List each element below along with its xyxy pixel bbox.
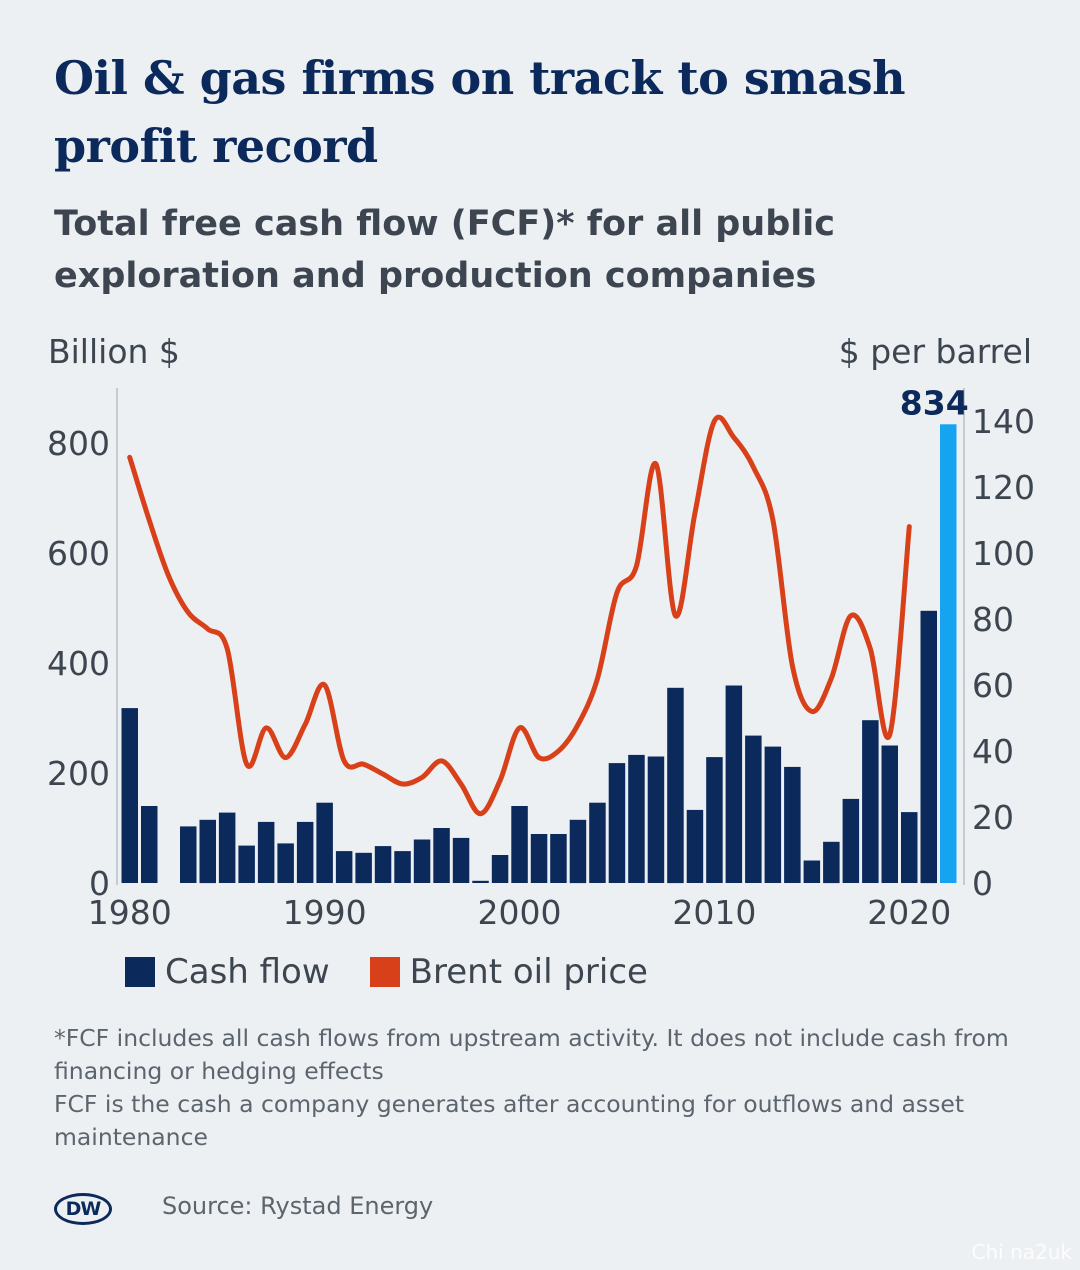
- right-axis-ticks: 0 20 40 60 80 100 120 140: [972, 402, 1035, 903]
- cash-flow-bar-2015: [803, 860, 821, 883]
- left-tick-200: 200: [47, 754, 110, 793]
- left-tick-800: 800: [47, 424, 110, 463]
- cash-flow-bar-2009: [686, 809, 704, 883]
- cash-flow-bar-2013: [764, 746, 782, 883]
- cash-flow-bar-2020: [901, 812, 918, 883]
- cash-flow-bar-2001: [530, 834, 548, 883]
- right-tick-140: 140: [972, 402, 1035, 441]
- cash-flow-bar-1985: [218, 812, 236, 883]
- right-axis-label: $ per barrel: [839, 332, 1032, 371]
- cash-flow-bar-2008: [667, 687, 684, 884]
- cash-flow-bar-1999: [491, 855, 509, 883]
- footnote-1: *FCF includes all cash flows from upstre…: [54, 1024, 1009, 1085]
- x-tick-1990: 1990: [283, 893, 367, 932]
- footnotes: *FCF includes all cash flows from upstre…: [54, 1022, 1014, 1154]
- cash-flow-bar-2006: [628, 754, 645, 883]
- cash-flow-bar-1995: [413, 839, 431, 883]
- cash-flow-bar-1984: [199, 819, 216, 884]
- brent-swatch: [369, 957, 400, 987]
- cash-flow-bar-1998: [472, 880, 489, 883]
- dw-logo: DW: [54, 1193, 112, 1225]
- legend-item-brent: Brent oil price: [369, 952, 648, 992]
- cash-flow-bar-1992: [355, 852, 372, 884]
- x-tick-1980: 1980: [88, 893, 172, 932]
- watermark: Chi na2uk: [971, 1240, 1072, 1264]
- cash-flow-bar-1990: [316, 802, 333, 883]
- right-tick-100: 100: [972, 534, 1035, 573]
- highlight-value-label: 834: [900, 383, 969, 422]
- left-tick-0: 0: [89, 864, 110, 903]
- legend: Cash flow Brent oil price: [125, 952, 688, 992]
- cash-flow-bar-2017: [842, 798, 860, 883]
- cash-flow-bar-1988: [277, 843, 294, 883]
- cash-flow-bar-2019: [881, 745, 898, 883]
- cash-flow-bar-2014: [784, 766, 801, 883]
- x-axis-ticks: 1980 1990 2000 2010 2020: [88, 893, 952, 932]
- right-tick-40: 40: [972, 732, 1014, 771]
- cash-flow-bar-1993: [374, 846, 392, 883]
- x-tick-2000: 2000: [478, 893, 562, 932]
- left-axis-ticks: 0 200 400 600 800: [47, 424, 110, 903]
- cash-flow-bar-2000: [511, 806, 528, 883]
- x-tick-2020: 2020: [867, 893, 951, 932]
- right-tick-0: 0: [972, 864, 993, 903]
- cash-flow-bar-1983: [180, 826, 197, 883]
- cash-flow-bar-2003: [569, 819, 587, 884]
- cash-flow-bar-2007: [647, 756, 665, 883]
- cash-flow-swatch: [125, 957, 155, 987]
- legend-label-brent: Brent oil price: [409, 952, 648, 992]
- cash-flow-bars: [121, 424, 957, 884]
- cash-flow-bar-2010: [706, 757, 723, 883]
- cash-flow-bar-2022: [940, 424, 957, 883]
- cash-flow-bar-1989: [296, 821, 314, 883]
- cash-flow-bar-2005: [608, 763, 626, 883]
- cash-flow-bar-1980: [121, 708, 138, 883]
- cash-flow-bar-2002: [550, 834, 567, 883]
- cash-flow-bar-2012: [745, 735, 762, 883]
- cash-flow-bar-1986: [238, 845, 255, 883]
- cash-flow-bar-2016: [823, 841, 840, 884]
- cash-flow-bar-1997: [452, 837, 470, 883]
- legend-label-cash-flow: Cash flow: [165, 952, 330, 992]
- cash-flow-bar-1994: [394, 851, 411, 883]
- legend-item-cash-flow: Cash flow: [125, 952, 330, 992]
- left-axis-label: Billion $: [48, 332, 180, 371]
- x-tick-2010: 2010: [672, 893, 756, 932]
- cash-flow-bar-1981: [141, 806, 158, 883]
- chart-area: Billion $ $ per barrel 0 200 400 600 800 0 20…: [47, 332, 1035, 932]
- chart-subtitle: Total free cash flow (FCF)* for all publ…: [54, 204, 836, 296]
- left-tick-400: 400: [47, 644, 110, 683]
- right-tick-80: 80: [972, 600, 1014, 639]
- right-tick-60: 60: [972, 666, 1014, 705]
- chart-title: Oil & gas firms on track to smash profit…: [54, 51, 906, 173]
- cash-flow-bar-2011: [725, 685, 743, 883]
- cash-flow-bar-2021: [920, 610, 937, 884]
- right-tick-20: 20: [972, 798, 1014, 837]
- cash-flow-bar-1991: [335, 851, 353, 883]
- right-tick-120: 120: [972, 468, 1035, 507]
- footnote-2: FCF is the cash a company generates afte…: [54, 1090, 965, 1151]
- cash-flow-bar-1996: [433, 828, 450, 883]
- source-text: Source: Rystad Energy: [162, 1192, 434, 1220]
- left-tick-600: 600: [47, 534, 110, 573]
- cash-flow-bar-2018: [862, 720, 879, 883]
- cash-flow-bar-1987: [257, 821, 275, 883]
- brent-price-line: [127, 414, 912, 817]
- cash-flow-bar-2004: [589, 802, 606, 883]
